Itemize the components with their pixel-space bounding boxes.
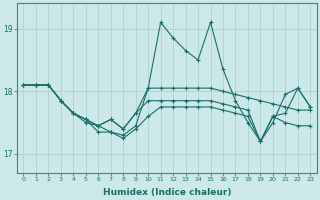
X-axis label: Humidex (Indice chaleur): Humidex (Indice chaleur) [103,188,231,197]
